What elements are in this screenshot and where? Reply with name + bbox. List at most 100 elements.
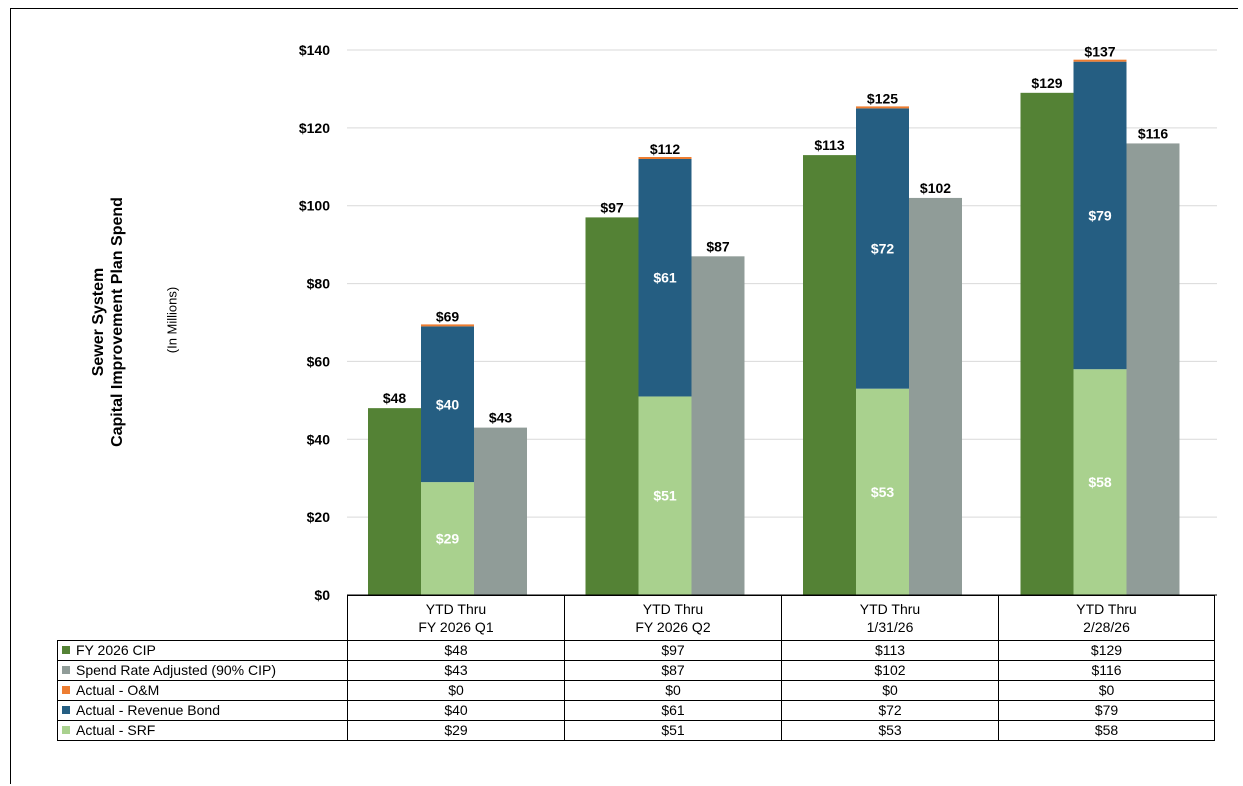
y-tick-label: $120 <box>299 120 330 136</box>
data-label-stack-total: $69 <box>436 308 460 324</box>
legend-swatch <box>62 726 70 734</box>
value-cell: $79 <box>998 700 1215 721</box>
table-header-row: YTD Thru FY 2026 Q1 YTD Thru FY 2026 Q2 YTD … <box>58 595 1215 641</box>
bar-actual-srf <box>1073 369 1127 595</box>
value-cell: $113 <box>781 640 999 661</box>
bar-spend-rate-adjusted <box>691 256 745 595</box>
category-label-line: YTD Thru <box>1076 601 1137 617</box>
table-row: FY 2026 CIP $48 $97 $113 $129 <box>57 640 1215 661</box>
series-name: Spend Rate Adjusted (90% CIP) <box>76 662 277 678</box>
data-label-spend-rate-adjusted: $43 <box>489 410 513 426</box>
series-name: Actual - SRF <box>76 722 156 738</box>
category-header: YTD Thru FY 2026 Q2 <box>564 595 782 641</box>
bar-actual-srf <box>638 396 692 595</box>
bar-fy2026-cip <box>803 155 856 595</box>
series-label-cell: Actual - Revenue Bond <box>57 700 348 721</box>
data-label-fy2026-cip: $129 <box>1031 75 1062 91</box>
table-corner <box>58 596 348 641</box>
value-cell: $116 <box>998 660 1215 681</box>
value-cell: $87 <box>564 660 782 681</box>
category-label-line: FY 2026 Q1 <box>418 619 494 635</box>
y-axis-unit-label: (In Millions) <box>164 286 180 354</box>
category-label-line: YTD Thru <box>425 601 487 617</box>
legend-swatch <box>62 646 70 654</box>
data-label-actual-revenue-bond: $72 <box>871 241 895 257</box>
data-label-stack-total: $112 <box>650 141 681 157</box>
legend-swatch <box>62 706 70 714</box>
data-label-actual-srf: $53 <box>871 484 895 500</box>
value-cell: $0 <box>781 680 999 701</box>
y-axis-title-line-1: Sewer System <box>90 267 107 377</box>
series-label-cell: Actual - SRF <box>57 720 348 741</box>
bar-spend-rate-adjusted <box>1126 143 1180 595</box>
series-label-cell: Actual - O&M <box>57 680 348 701</box>
value-cell: $102 <box>781 660 999 681</box>
table-row: Actual - SRF $29 $51 $53 $58 <box>57 720 1215 741</box>
table-row: Actual - O&M $0 $0 $0 $0 <box>57 680 1215 701</box>
y-tick-label: $140 <box>299 42 330 58</box>
data-label-spend-rate-adjusted: $87 <box>706 238 730 254</box>
data-label-actual-srf: $58 <box>1088 474 1112 490</box>
category-header: YTD Thru 2/28/26 <box>998 595 1215 641</box>
data-label-fy2026-cip: $113 <box>814 137 845 153</box>
bar-actual-revenue-bond <box>856 108 909 389</box>
value-cell: $58 <box>998 720 1215 741</box>
table-row: Actual - Revenue Bond $40 $61 $72 $79 <box>57 700 1215 721</box>
legend-swatch <box>62 686 70 694</box>
series-label-cell: Spend Rate Adjusted (90% CIP) <box>57 660 348 681</box>
bar-actual-srf <box>856 388 909 595</box>
series-name: Actual - Revenue Bond <box>76 702 220 718</box>
value-cell: $51 <box>564 720 782 741</box>
data-label-spend-rate-adjusted: $102 <box>920 180 951 196</box>
data-label-actual-revenue-bond: $79 <box>1088 207 1112 223</box>
value-cell: $0 <box>347 680 565 701</box>
value-cell: $97 <box>564 640 782 661</box>
bar-spend-rate-adjusted <box>474 427 527 595</box>
bar-actual-om <box>638 157 692 159</box>
data-label-actual-srf: $51 <box>653 488 677 504</box>
bar-actual-srf <box>421 482 474 595</box>
y-tick-label: $60 <box>307 353 331 369</box>
category-label-line: 1/31/26 <box>866 619 914 635</box>
value-cell: $72 <box>781 700 999 721</box>
value-cell: $61 <box>564 700 782 721</box>
data-table: YTD Thru FY 2026 Q1 YTD Thru FY 2026 Q2 YTD … <box>57 595 1215 741</box>
chart-frame <box>10 8 1238 784</box>
category-label-line: YTD Thru <box>642 601 704 617</box>
value-cell: $0 <box>564 680 782 701</box>
value-cell: $43 <box>347 660 565 681</box>
bar-fy2026-cip <box>368 408 421 595</box>
category-label-line: FY 2026 Q2 <box>635 619 711 635</box>
data-label-actual-revenue-bond: $61 <box>653 270 677 286</box>
y-axis-title-line-2: Capital Improvement Plan Spend <box>109 197 126 447</box>
series-name: FY 2026 CIP <box>76 642 156 658</box>
series-name: Actual - O&M <box>76 682 160 698</box>
bar-actual-revenue-bond <box>1073 61 1127 370</box>
bar-actual-om <box>1073 59 1127 62</box>
data-label-stack-total: $137 <box>1084 44 1115 60</box>
bar-actual-om <box>856 106 909 109</box>
y-tick-label: $20 <box>307 509 331 525</box>
data-label-stack-total: $125 <box>867 90 898 106</box>
y-tick-label: $100 <box>299 198 330 214</box>
bar-actual-revenue-bond <box>421 326 474 483</box>
bar-spend-rate-adjusted <box>909 197 962 595</box>
bar-fy2026-cip <box>585 217 639 595</box>
category-header: YTD Thru FY 2026 Q1 <box>347 595 565 641</box>
category-label-line: YTD Thru <box>859 601 921 617</box>
data-label-spend-rate-adjusted: $116 <box>1138 125 1169 141</box>
legend-swatch <box>62 666 70 674</box>
value-cell: $129 <box>998 640 1215 661</box>
bar-actual-om <box>421 324 474 327</box>
bar-actual-revenue-bond <box>638 159 692 397</box>
table-row: Spend Rate Adjusted (90% CIP) $43 $87 $102 $… <box>57 660 1215 681</box>
category-label-line: 2/28/26 <box>1083 619 1130 635</box>
value-cell: $53 <box>781 720 999 741</box>
value-cell: $29 <box>347 720 565 741</box>
data-label-fy2026-cip: $97 <box>600 199 624 215</box>
data-label-fy2026-cip: $48 <box>383 390 407 406</box>
series-label-cell: FY 2026 CIP <box>57 640 348 661</box>
y-tick-label: $40 <box>307 431 331 447</box>
y-tick-label: $0 <box>314 587 330 603</box>
